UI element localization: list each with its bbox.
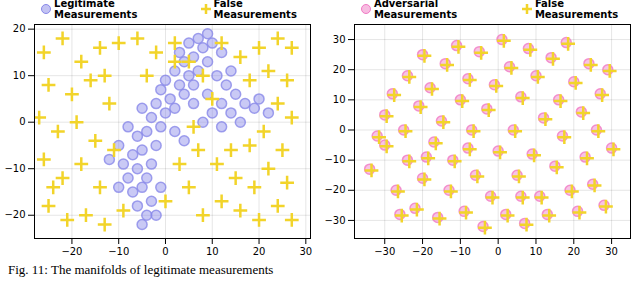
svg-text:20: 20 (567, 246, 580, 257)
svg-text:20: 20 (253, 246, 266, 257)
svg-text:−20: −20 (4, 209, 25, 220)
svg-text:−20: −20 (61, 246, 82, 257)
svg-text:−20: −20 (412, 246, 433, 257)
svg-text:−30: −30 (374, 246, 395, 257)
svg-text:0: 0 (495, 246, 501, 257)
svg-text:30: 30 (333, 34, 346, 45)
svg-text:−10: −10 (324, 154, 345, 165)
svg-text:10: 10 (333, 94, 346, 105)
svg-text:0: 0 (339, 124, 345, 135)
svg-text:−10: −10 (4, 163, 25, 174)
svg-text:30: 30 (299, 246, 312, 257)
svg-text:20: 20 (13, 23, 26, 34)
svg-text:−20: −20 (324, 184, 345, 195)
svg-text:10: 10 (206, 246, 219, 257)
svg-text:0: 0 (19, 116, 25, 127)
svg-text:0: 0 (162, 246, 168, 257)
svg-text:10: 10 (530, 246, 543, 257)
svg-text:10: 10 (13, 70, 26, 81)
svg-text:−10: −10 (108, 246, 129, 257)
svg-text:20: 20 (333, 64, 346, 75)
svg-text:30: 30 (605, 246, 618, 257)
svg-text:−10: −10 (450, 246, 471, 257)
html-text:Fig. 11: The manifolds of legi: Fig. 11: The manifolds of legitimate mea… (8, 262, 274, 277)
svg-text:−30: −30 (324, 215, 345, 226)
